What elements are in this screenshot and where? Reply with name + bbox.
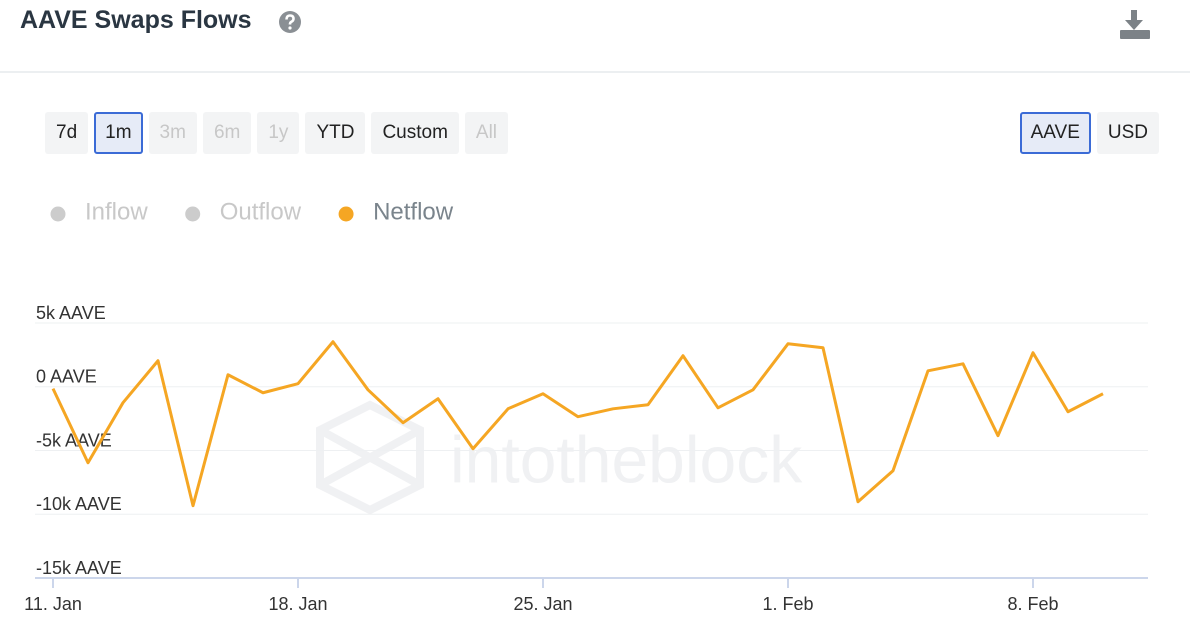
legend-label[interactable]: Inflow bbox=[85, 198, 148, 225]
toggle-button: 6m bbox=[202, 112, 252, 154]
y-tick-label: 0 AAVE bbox=[36, 367, 97, 387]
toggle-button[interactable]: YTD bbox=[305, 112, 366, 154]
watermark-logo bbox=[316, 400, 424, 515]
y-tick-label: -10k AAVE bbox=[36, 494, 122, 514]
unit-buttons: AAVE USD bbox=[1019, 112, 1159, 154]
toggle-button[interactable]: 7d bbox=[45, 112, 89, 154]
y-tick-label: -15k AAVE bbox=[36, 558, 122, 578]
watermark: intotheblock bbox=[450, 422, 803, 496]
x-tick-label: 18. Jan bbox=[268, 594, 327, 614]
line bbox=[51, 340, 1104, 508]
x-tick-label: 1. Feb bbox=[762, 594, 813, 614]
toggle-button[interactable]: USD bbox=[1096, 112, 1159, 154]
legend-marker bbox=[338, 206, 354, 222]
x-tick-label: 25. Jan bbox=[513, 594, 572, 614]
toggle-button: All bbox=[464, 112, 509, 154]
toggle-button: 3m bbox=[148, 112, 197, 154]
toggle-button[interactable]: AAVE bbox=[1019, 112, 1091, 154]
toggle-button[interactable]: 1m bbox=[94, 112, 143, 154]
y-tick-label: -5k AAVE bbox=[36, 430, 112, 450]
legend-marker bbox=[185, 206, 201, 222]
title: AAVE Swaps Flows bbox=[20, 6, 252, 34]
legend-marker bbox=[50, 206, 66, 222]
legend-label[interactable]: Outflow bbox=[220, 198, 302, 225]
download-icon[interactable] bbox=[1118, 8, 1152, 40]
divider bbox=[0, 71, 1190, 73]
y-tick-label: 5k AAVE bbox=[36, 303, 106, 323]
help-icon[interactable] bbox=[278, 10, 302, 34]
legend-label[interactable]: Netflow bbox=[373, 198, 454, 225]
x-tick-label: 8. Feb bbox=[1007, 594, 1058, 614]
range-buttons: 7d 1m 3m 6m 1y YTD Custom All bbox=[45, 112, 509, 154]
toggle-button: 1y bbox=[257, 112, 300, 154]
x-tick-label: 11. Jan bbox=[24, 594, 82, 614]
toggle-button[interactable]: Custom bbox=[371, 112, 459, 154]
